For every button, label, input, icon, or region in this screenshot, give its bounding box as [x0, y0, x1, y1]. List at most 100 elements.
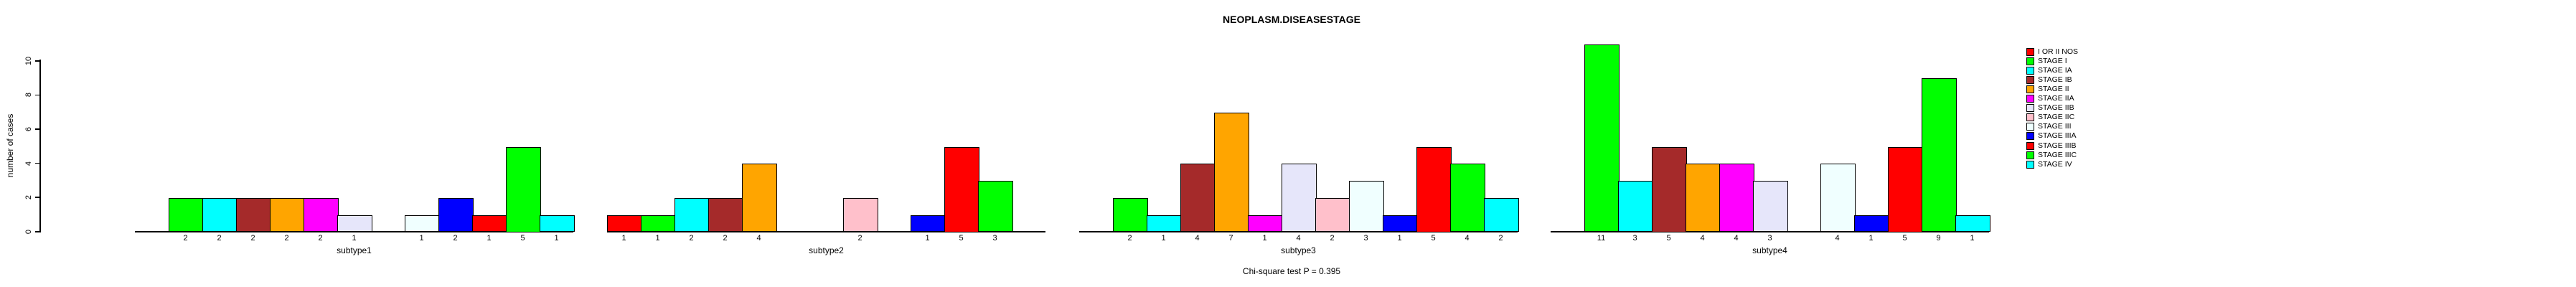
- legend-swatch-stage-iii: [2026, 123, 2034, 131]
- legend-swatch-stage-ii: [2026, 85, 2034, 93]
- bar-count-label: 3: [1363, 234, 1368, 243]
- bar-count-label: 1: [1970, 234, 1975, 243]
- bar-subtype4-stage-iia: [1719, 164, 1754, 232]
- bar-subtype3-stage-ib: [1180, 164, 1216, 232]
- legend-swatch-stage-ib: [2026, 75, 2034, 84]
- legend-label: STAGE I: [2038, 56, 2067, 65]
- bar-count-label: 4: [1296, 234, 1301, 243]
- bar-count-label: 2: [1127, 234, 1132, 243]
- legend-item: STAGE IIA: [2026, 95, 2074, 103]
- bar-subtype4-stage-iii: [1820, 164, 1856, 232]
- bar-subtype2-stage-iic: [843, 197, 878, 232]
- bar-count-label: 4: [1734, 234, 1739, 243]
- legend-item: STAGE IV: [2026, 159, 2072, 169]
- legend-swatch-stage-iiic: [2026, 151, 2034, 159]
- bar-count-label: 2: [689, 234, 694, 243]
- bar-subtype4-stage-iib: [1753, 181, 1788, 232]
- bar-subtype4-stage-ii: [1686, 164, 1721, 232]
- bar-count-label: 2: [250, 234, 255, 243]
- legend-label: STAGE III: [2038, 122, 2072, 131]
- bar-subtype2-stage-iiia: [911, 215, 946, 232]
- bar-subtype4-stage-iv: [1955, 215, 1990, 232]
- bar-count-label: 3: [992, 234, 997, 243]
- bar-count-label: 2: [723, 234, 728, 243]
- bar-count-label: 1: [1397, 234, 1402, 243]
- y-tick-mark: [34, 162, 40, 164]
- y-tick-label: 0: [24, 229, 33, 234]
- bar-count-label: 11: [1597, 234, 1606, 243]
- y-tick-label: 2: [24, 195, 33, 200]
- bar-subtype3-stage-iiib: [1416, 146, 1452, 232]
- y-tick-mark: [34, 94, 40, 96]
- chart-title: NEOPLASM.DISEASESTAGE: [1223, 14, 1360, 25]
- legend-swatch-stage-iia: [2026, 95, 2034, 103]
- bar-subtype1-stage-ii: [270, 197, 305, 232]
- bar-subtype3-stage-iic: [1315, 197, 1350, 232]
- bar-count-label: 3: [1632, 234, 1637, 243]
- legend-item: STAGE IB: [2026, 75, 2072, 84]
- bar-count-label: 1: [1868, 234, 1874, 243]
- bar-subtype1-stage-iiib: [472, 215, 507, 232]
- legend-swatch-stage-iiib: [2026, 141, 2034, 150]
- bar-subtype1-stage-iv: [540, 215, 575, 232]
- y-axis-title: number of cases: [5, 113, 15, 178]
- legend-swatch-i-or-ii-nos: [2026, 47, 2034, 56]
- legend-swatch-stage-iv: [2026, 160, 2034, 169]
- bar-subtype4-stage-iiib: [1888, 146, 1923, 232]
- legend-label: STAGE IV: [2038, 159, 2072, 169]
- bar-count-label: 2: [1498, 234, 1503, 243]
- legend-item: STAGE IA: [2026, 66, 2072, 75]
- bar-subtype4-stage-ib: [1652, 146, 1687, 232]
- bar-subtype4-stage-i: [1584, 44, 1620, 232]
- bar-count-label: 7: [1228, 234, 1233, 243]
- bar-subtype1-stage-iiia: [438, 197, 474, 232]
- bar-subtype4-stage-iiic: [1922, 78, 1957, 232]
- legend-item: STAGE IIB: [2026, 104, 2074, 113]
- bar-subtype3-stage-iia: [1248, 215, 1283, 232]
- bar-count-label: 2: [183, 234, 188, 243]
- y-tick-mark: [34, 231, 40, 232]
- legend-swatch-stage-iic: [2026, 113, 2034, 122]
- bar-subtype3-stage-ii: [1214, 112, 1249, 232]
- bar-count-label: 4: [1195, 234, 1200, 243]
- legend-item: STAGE IIIA: [2026, 132, 2076, 141]
- legend-label: STAGE IB: [2038, 75, 2072, 84]
- legend-label: STAGE IIC: [2038, 113, 2075, 122]
- bar-subtype3-stage-i: [1113, 197, 1148, 232]
- bar-subtype2-stage-i: [641, 215, 676, 232]
- bar-subtype2-stage-ib: [708, 197, 743, 232]
- bar-count-label: 3: [1767, 234, 1772, 243]
- bar-count-label: 2: [453, 234, 458, 243]
- bar-count-label: 1: [655, 234, 660, 243]
- bar-count-label: 2: [318, 234, 323, 243]
- y-tick-label: 6: [24, 126, 33, 131]
- legend-label: STAGE IIIB: [2038, 141, 2077, 150]
- y-tick-label: 10: [24, 56, 33, 65]
- bar-count-label: 1: [352, 234, 357, 243]
- bar-subtype2-i-or-ii-nos: [607, 215, 642, 232]
- bar-count-label: 9: [1936, 234, 1941, 243]
- bar-count-label: 2: [217, 234, 222, 243]
- legend-item: STAGE II: [2026, 85, 2069, 93]
- bar-count-label: 1: [554, 234, 559, 243]
- bar-count-label: 5: [959, 234, 964, 243]
- legend-label: STAGE IIIC: [2038, 150, 2077, 159]
- bar-count-label: 1: [621, 234, 626, 243]
- bar-subtype1-stage-ib: [236, 197, 271, 232]
- bar-count-label: 2: [284, 234, 289, 243]
- legend-item: STAGE IIIB: [2026, 141, 2077, 150]
- bar-subtype3-stage-iiic: [1450, 164, 1485, 232]
- legend-label: I OR II NOS: [2038, 47, 2079, 56]
- bar-count-label: 5: [1431, 234, 1436, 243]
- legend-item: STAGE IIIC: [2026, 151, 2077, 159]
- y-tick-mark: [34, 128, 40, 130]
- y-axis-line: [39, 60, 41, 232]
- y-tick-label: 4: [24, 161, 33, 166]
- bar-count-label: 5: [1902, 234, 1907, 243]
- chi-square-annotation: Chi-square test P = 0.395: [1242, 266, 1341, 276]
- bar-subtype3-stage-iv: [1484, 197, 1519, 232]
- bar-subtype3-stage-iib: [1282, 164, 1317, 232]
- bar-count-label: 4: [1835, 234, 1840, 243]
- bar-subtype4-stage-iiia: [1854, 215, 1889, 232]
- group-label-subtype1: subtype1: [337, 245, 372, 255]
